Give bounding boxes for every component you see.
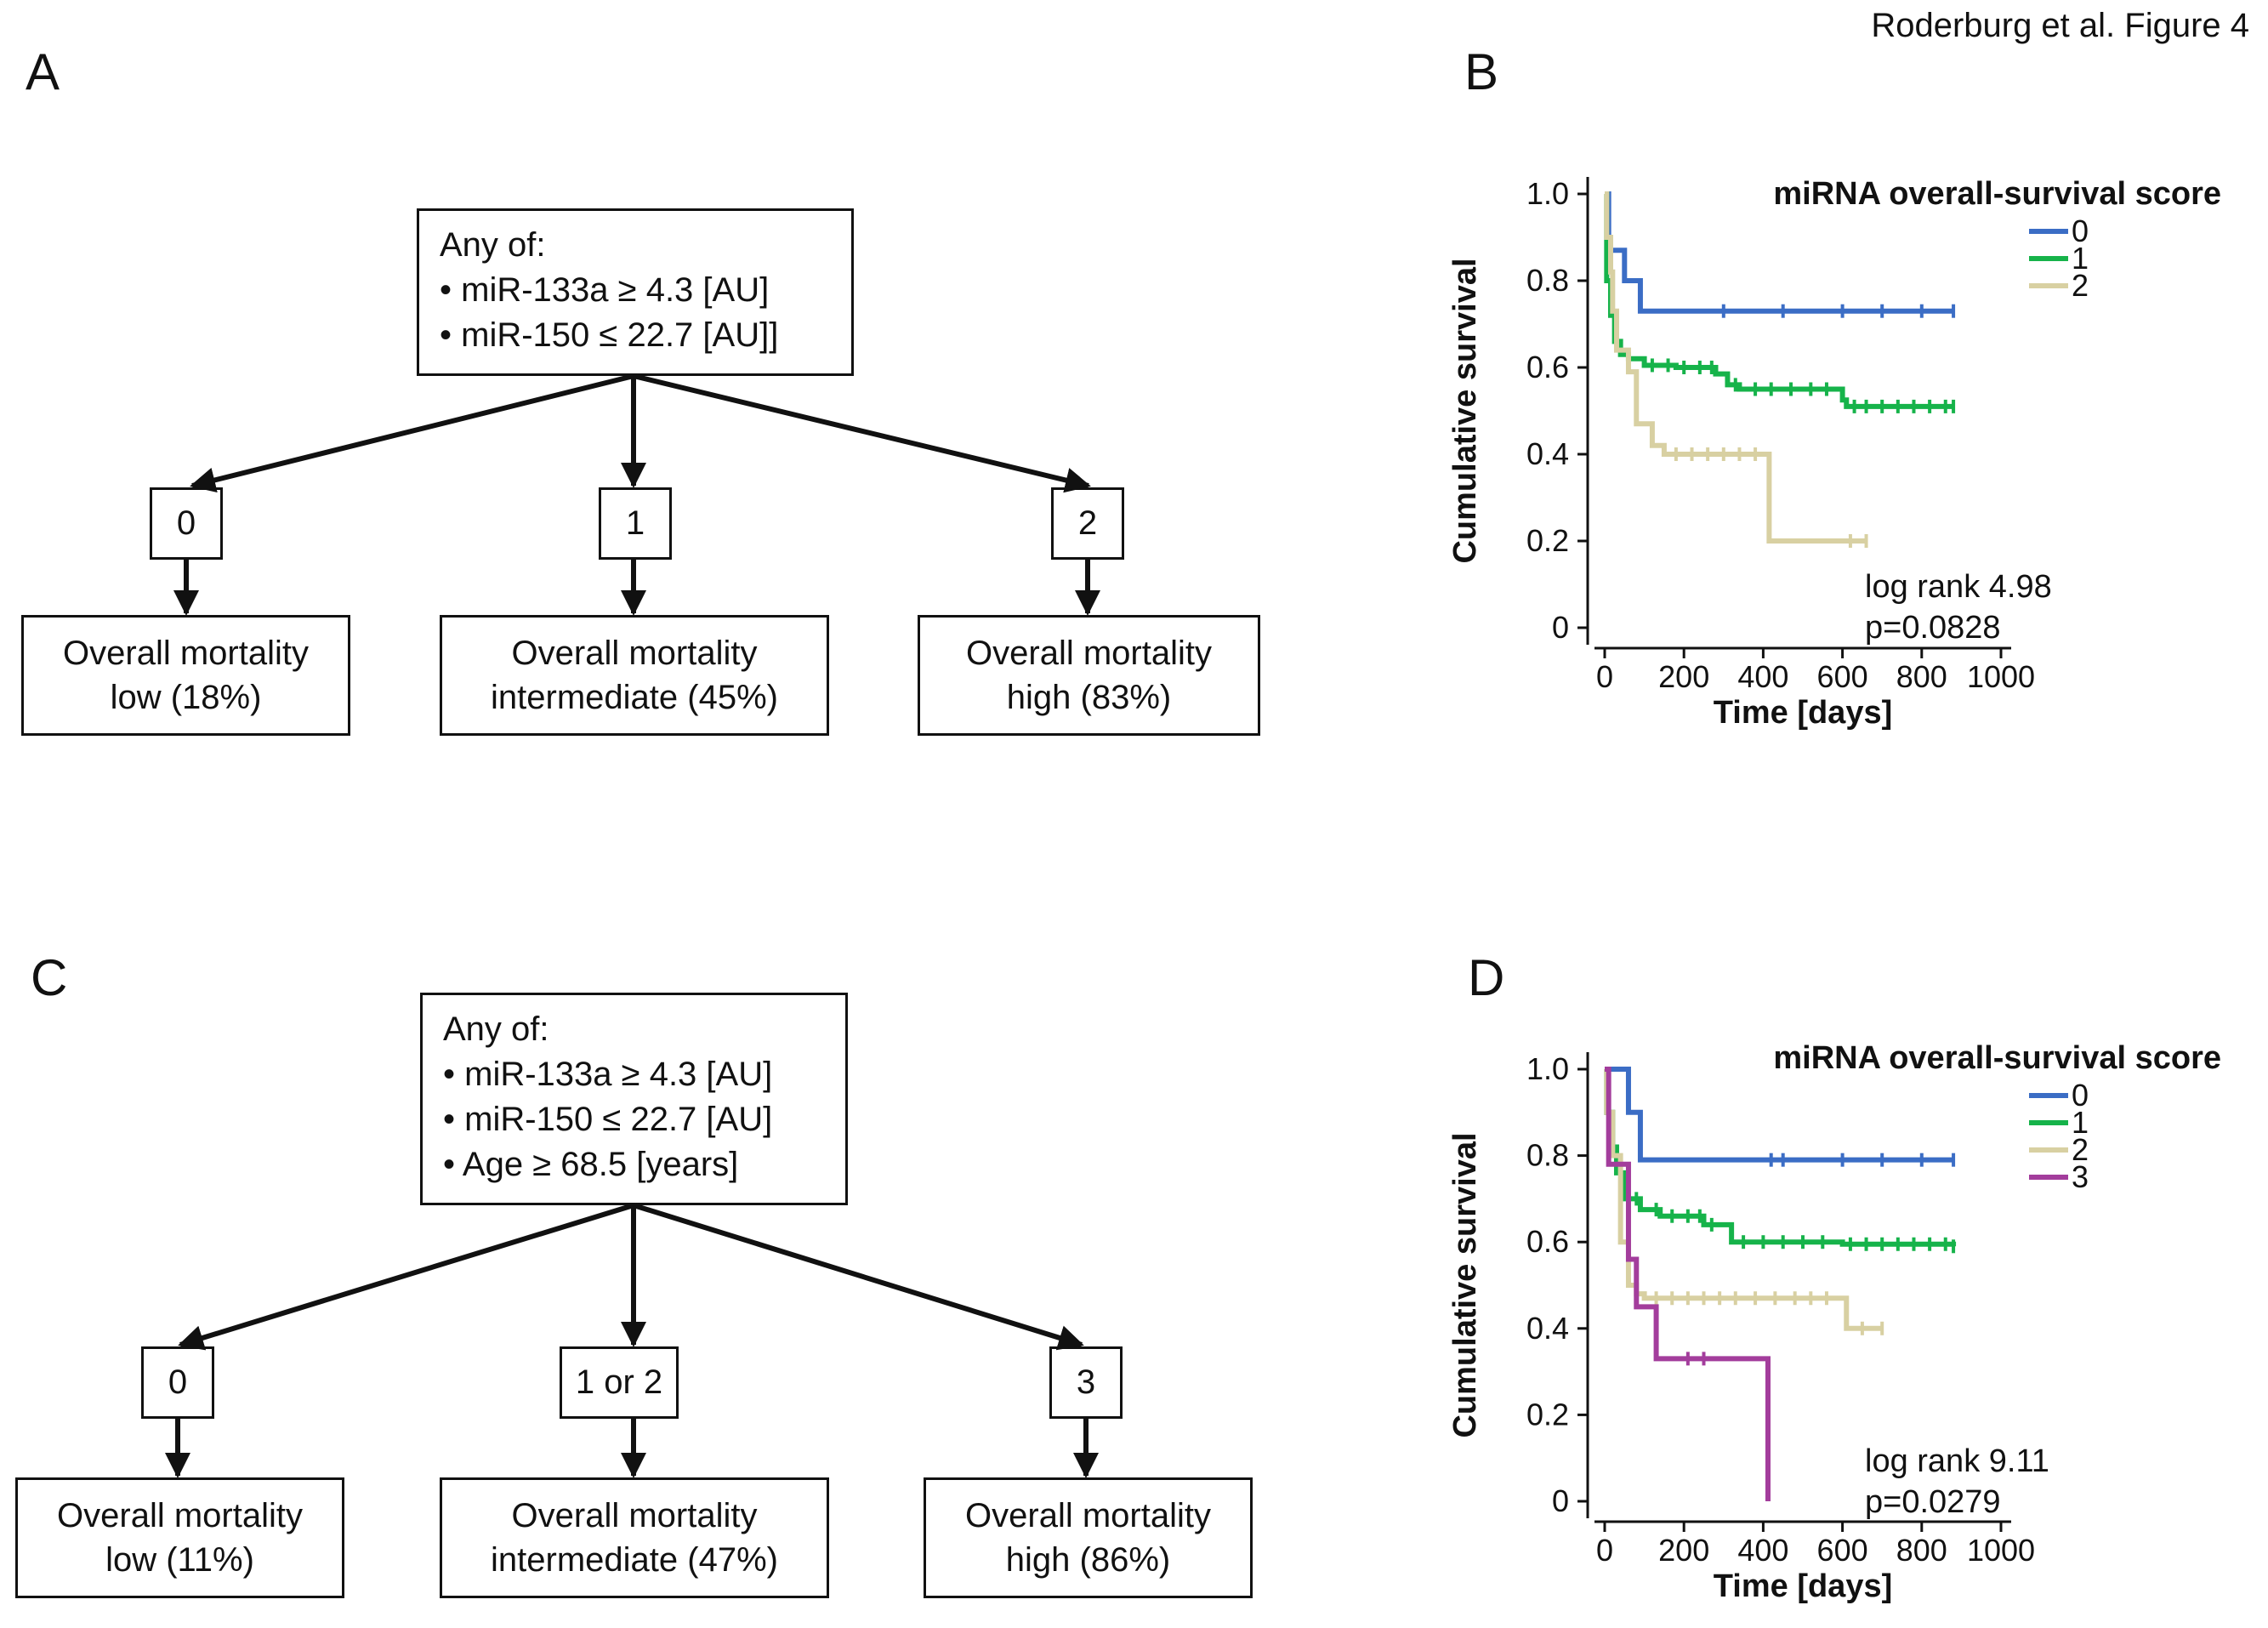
- outcome-line1: Overall mortality: [57, 1497, 303, 1534]
- x-tick-label: 600: [1817, 659, 1868, 694]
- criterion-mir150: • miR-150 ≤ 22.7 [AU]: [443, 1101, 773, 1138]
- criterion-age: • Age ≥ 68.5 [years]: [443, 1146, 739, 1183]
- arrow-to-score-0: [178, 1203, 634, 1351]
- survival-curve-3: [1605, 1067, 1771, 1501]
- y-tick-label: 0: [1552, 610, 1569, 645]
- criteria-title: Any of:: [440, 226, 546, 264]
- criterion-mir133a: • miR-133a ≥ 4.3 [AU]: [443, 1056, 773, 1093]
- panel-letter-a: A: [26, 43, 60, 100]
- outcome-box-low: Overall mortality low (18%): [21, 615, 350, 736]
- score-label: 1 or 2: [575, 1363, 663, 1401]
- y-tick-label: 0.6: [1526, 1224, 1569, 1259]
- log-rank-label: log rank 9.11: [1865, 1443, 2049, 1479]
- score-box-2: 2: [1051, 487, 1124, 560]
- outcome-box-low: Overall mortality low (11%): [15, 1477, 344, 1598]
- score-label: 0: [168, 1363, 188, 1401]
- x-axis-label: Time [days]: [1714, 695, 1892, 731]
- survival-curve-0: [1605, 1067, 1954, 1163]
- legend-label-2: 2: [2072, 1132, 2089, 1167]
- figure-caption: Roderburg et al. Figure 4: [1871, 7, 2249, 44]
- panel-letter-d: D: [1468, 949, 1505, 1006]
- y-tick-label: 0.2: [1526, 1397, 1569, 1432]
- outcome-box-high: Overall mortality high (86%): [924, 1477, 1253, 1598]
- score-label: 3: [1076, 1363, 1096, 1401]
- y-tick-label: 0.6: [1526, 350, 1569, 384]
- criteria-box-c: Any of: • miR-133a ≥ 4.3 [AU] • miR-150 …: [420, 993, 848, 1205]
- x-tick-label: 400: [1737, 1533, 1788, 1568]
- y-tick-label: 0.2: [1526, 523, 1569, 558]
- score-box-1: 1: [599, 487, 672, 560]
- y-axis-label: Cumulative survival: [1447, 258, 1483, 563]
- criterion-mir150: • miR-150 ≤ 22.7 [AU]]: [440, 316, 779, 354]
- arrow-to-score-0: [190, 373, 634, 493]
- outcome-box-intermediate: Overall mortality intermediate (47%): [440, 1477, 829, 1598]
- x-tick-label: 0: [1596, 659, 1613, 694]
- outcome-line2: low (18%): [110, 679, 262, 716]
- x-tick-label: 1000: [1967, 659, 2035, 694]
- x-tick-label: 600: [1817, 1533, 1868, 1568]
- criteria-box-a: Any of: • miR-133a ≥ 4.3 [AU] • miR-150 …: [417, 208, 854, 376]
- score-box-1-or-2: 1 or 2: [560, 1346, 679, 1419]
- x-tick-label: 200: [1658, 1533, 1709, 1568]
- x-tick-label: 400: [1737, 659, 1788, 694]
- outcome-line2: intermediate (45%): [491, 679, 778, 716]
- p-value-label: p=0.0828: [1865, 610, 2001, 646]
- score-label: 1: [625, 504, 645, 542]
- outcome-line1: Overall mortality: [511, 1497, 758, 1534]
- legend-label-0: 0: [2072, 213, 2089, 248]
- score-label: 0: [176, 504, 196, 542]
- p-value-label: p=0.0279: [1865, 1484, 2001, 1520]
- log-rank-label: log rank 4.98: [1865, 569, 2052, 605]
- outcome-line1: Overall mortality: [63, 635, 309, 672]
- score-label: 2: [1077, 504, 1098, 542]
- x-tick-label: 800: [1896, 1533, 1947, 1568]
- panel-letter-c: C: [31, 949, 68, 1006]
- outcome-line2: low (11%): [105, 1541, 254, 1579]
- x-tick-label: 1000: [1967, 1533, 2035, 1568]
- criterion-mir133a: • miR-133a ≥ 4.3 [AU]: [440, 271, 770, 309]
- outcome-box-high: Overall mortality high (83%): [918, 615, 1260, 736]
- legend-label-1: 1: [2072, 241, 2089, 276]
- legend-title: miRNA overall-survival score: [1773, 1040, 2221, 1076]
- x-tick-label: 200: [1658, 659, 1709, 694]
- y-axis-label: Cumulative survival: [1447, 1132, 1483, 1437]
- legend-label-0: 0: [2072, 1078, 2089, 1113]
- score-box-3: 3: [1049, 1346, 1123, 1419]
- legend-label-1: 1: [2072, 1105, 2089, 1140]
- y-tick-label: 0.4: [1526, 436, 1569, 471]
- arrow-to-score-3: [633, 1203, 1084, 1351]
- survival-curve-1: [1604, 191, 1954, 409]
- y-tick-label: 1.0: [1526, 176, 1569, 211]
- criteria-title: Any of:: [443, 1010, 549, 1048]
- legend-label-2: 2: [2072, 268, 2089, 303]
- survival-curve-2: [1604, 191, 1867, 544]
- score-box-0: 0: [141, 1346, 214, 1419]
- score-box-0: 0: [150, 487, 223, 560]
- y-tick-label: 0.8: [1526, 263, 1569, 298]
- x-axis-label: Time [days]: [1714, 1568, 1892, 1604]
- legend-label-3: 3: [2072, 1159, 2089, 1194]
- outcome-box-intermediate: Overall mortality intermediate (45%): [440, 615, 829, 736]
- y-tick-label: 1.0: [1526, 1051, 1569, 1086]
- legend-title: miRNA overall-survival score: [1773, 176, 2221, 212]
- survival-curve-2: [1604, 1067, 1883, 1331]
- y-tick-label: 0.4: [1526, 1311, 1569, 1346]
- outcome-line1: Overall mortality: [965, 1497, 1211, 1534]
- outcome-line2: intermediate (47%): [491, 1541, 778, 1579]
- y-tick-label: 0.8: [1526, 1138, 1569, 1173]
- arrow-to-score-2: [633, 373, 1091, 493]
- outcome-line2: high (86%): [1005, 1541, 1171, 1579]
- panel-letter-b: B: [1464, 43, 1499, 100]
- outcome-line1: Overall mortality: [511, 635, 758, 672]
- outcome-line2: high (83%): [1006, 679, 1172, 716]
- x-tick-label: 0: [1596, 1533, 1613, 1568]
- x-tick-label: 800: [1896, 659, 1947, 694]
- outcome-line1: Overall mortality: [966, 635, 1212, 672]
- y-tick-label: 0: [1552, 1483, 1569, 1518]
